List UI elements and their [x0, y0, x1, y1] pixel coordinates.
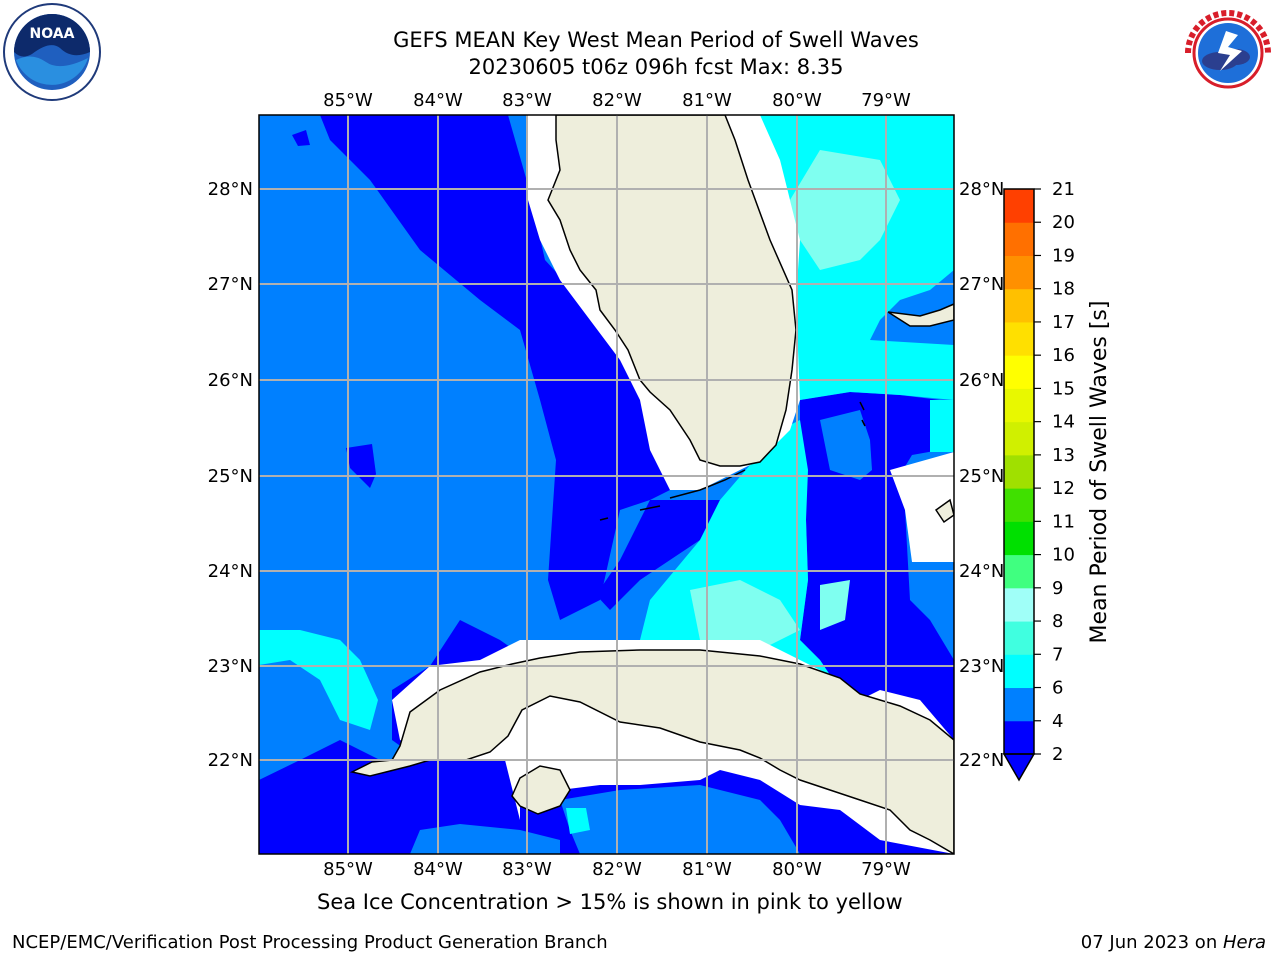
lat-label-left: 24°N — [208, 561, 253, 582]
lon-label-bottom: 80°W — [772, 859, 822, 880]
colorbar-segment — [1004, 488, 1034, 522]
colorbar-tick-label: 18 — [1052, 279, 1075, 300]
lon-label-bottom: 84°W — [413, 859, 463, 880]
lat-label-right: 23°N — [959, 656, 1004, 677]
lat-label-left: 26°N — [208, 370, 253, 391]
colorbar-outline — [1003, 188, 1035, 755]
colorbar-tick-label: 4 — [1052, 711, 1063, 732]
lon-label-bottom: 81°W — [682, 859, 732, 880]
colorbar-tick-label: 13 — [1052, 445, 1075, 466]
colorbar-tick-label: 20 — [1052, 212, 1075, 233]
lon-label-bottom: 82°W — [592, 859, 642, 880]
colorbar-segment — [1004, 388, 1034, 423]
lon-label-top: 80°W — [772, 90, 822, 111]
colorbar-segment — [1004, 554, 1034, 589]
colorbar-segment — [1004, 687, 1034, 722]
footer-date-text: 07 Jun 2023 on — [1080, 932, 1223, 953]
chart-title: GEFS MEAN Key West Mean Period of Swell … — [393, 28, 919, 52]
footer-date: 07 Jun 2023 on Hera — [1081, 932, 1266, 953]
sea-ice-note: Sea Ice Concentration > 15% is shown in … — [317, 890, 903, 914]
colorbar-tick-label: 6 — [1052, 678, 1063, 699]
cuba-land — [349, 649, 954, 854]
map-frame — [258, 114, 955, 855]
lat-label-right: 22°N — [959, 750, 1004, 771]
lon-label-top: 85°W — [323, 90, 373, 111]
colorbar-segment — [1004, 454, 1034, 489]
colorbar-segment — [1004, 355, 1034, 389]
colorbar-tick-label: 17 — [1052, 312, 1075, 333]
lon-label-top: 83°W — [502, 90, 552, 111]
chart-subtitle: 20230605 t06z 096h fcst Max: 8.35 — [468, 55, 844, 79]
footer-host: Hera — [1222, 932, 1266, 953]
colorbar-tick-label: 19 — [1052, 245, 1075, 266]
noaa-logo-icon: NOAA — [3, 3, 101, 101]
longitude-labels: 85°W 84°W 83°W 82°W 81°W 80°W 79°W 85°W … — [323, 90, 911, 880]
lat-label-left: 23°N — [208, 656, 253, 677]
colorbar-segment — [1004, 621, 1034, 655]
lon-label-bottom: 83°W — [502, 859, 552, 880]
colorbar-segment — [1004, 521, 1034, 556]
colorbar-tick-label: 9 — [1052, 578, 1063, 599]
colorbar-tick-label: 10 — [1052, 545, 1075, 566]
footer-branch: NCEP/EMC/Verification Post Processing Pr… — [12, 932, 608, 953]
colorbar-tick-label: 12 — [1052, 478, 1075, 499]
graticule — [259, 115, 954, 854]
lon-label-top: 81°W — [682, 90, 732, 111]
latitude-labels: 28°N 27°N 26°N 25°N 24°N 23°N 22°N 28°N … — [208, 179, 1005, 771]
nws-logo-icon — [1178, 3, 1278, 103]
lat-label-right: 24°N — [959, 561, 1004, 582]
colorbar-label: Mean Period of Swell Waves [s] — [1087, 301, 1112, 644]
colorbar-segment — [1004, 189, 1034, 223]
colorbar: 2 4 6 7 8 9 10 11 12 13 14 15 16 17 18 19 20 21 — [1002, 179, 1075, 782]
colorbar-tick-label: 16 — [1052, 345, 1075, 366]
lat-label-right: 25°N — [959, 466, 1004, 487]
lat-label-right: 27°N — [959, 274, 1004, 295]
florida-land — [547, 115, 797, 467]
colorbar-segment — [1004, 321, 1034, 356]
bahamas-land — [859, 303, 954, 524]
lon-label-top: 84°W — [413, 90, 463, 111]
svg-text:NOAA: NOAA — [30, 26, 75, 42]
lat-label-right: 26°N — [959, 370, 1004, 391]
lat-label-left: 28°N — [208, 179, 253, 200]
lon-label-bottom: 79°W — [861, 859, 911, 880]
colorbar-segment — [1004, 720, 1034, 755]
lon-label-top: 79°W — [861, 90, 911, 111]
lon-label-bottom: 85°W — [323, 859, 373, 880]
colorbar-segment — [1004, 421, 1034, 456]
colorbar-tick-label: 14 — [1052, 412, 1075, 433]
lat-label-left: 22°N — [208, 750, 253, 771]
lon-label-top: 82°W — [592, 90, 642, 111]
colorbar-segment — [1004, 255, 1034, 290]
swell-period-7-8-patches — [690, 150, 900, 650]
lat-label-left: 25°N — [208, 466, 253, 487]
swell-period-4-6-patches — [410, 410, 872, 854]
colorbar-segment — [1004, 587, 1034, 622]
lat-label-left: 27°N — [208, 274, 253, 295]
colorbar-tick-label: 2 — [1052, 744, 1063, 765]
colorbar-tick-label: 21 — [1052, 179, 1075, 200]
colorbar-tick-label: 8 — [1052, 611, 1063, 632]
colorbar-segment — [1004, 222, 1034, 256]
colorbar-tick-label: 11 — [1052, 511, 1075, 532]
colorbar-extend-arrow — [1002, 753, 1036, 782]
colorbar-tick-label: 15 — [1052, 378, 1075, 399]
colorbar-segment — [1004, 654, 1034, 689]
colorbar-tick-label: 7 — [1052, 644, 1063, 665]
lat-label-right: 28°N — [959, 179, 1004, 200]
colorbar-segment — [1004, 288, 1034, 323]
